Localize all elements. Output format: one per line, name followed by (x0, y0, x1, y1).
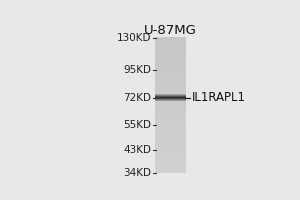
Text: 55KD: 55KD (123, 120, 152, 130)
Text: IL1RAPL1: IL1RAPL1 (192, 91, 246, 104)
Text: 72KD: 72KD (123, 93, 152, 103)
Text: 130KD: 130KD (117, 33, 152, 43)
Text: 95KD: 95KD (123, 65, 152, 75)
Text: 34KD: 34KD (123, 168, 152, 178)
Text: U-87MG: U-87MG (144, 24, 196, 37)
Text: 43KD: 43KD (123, 145, 152, 155)
